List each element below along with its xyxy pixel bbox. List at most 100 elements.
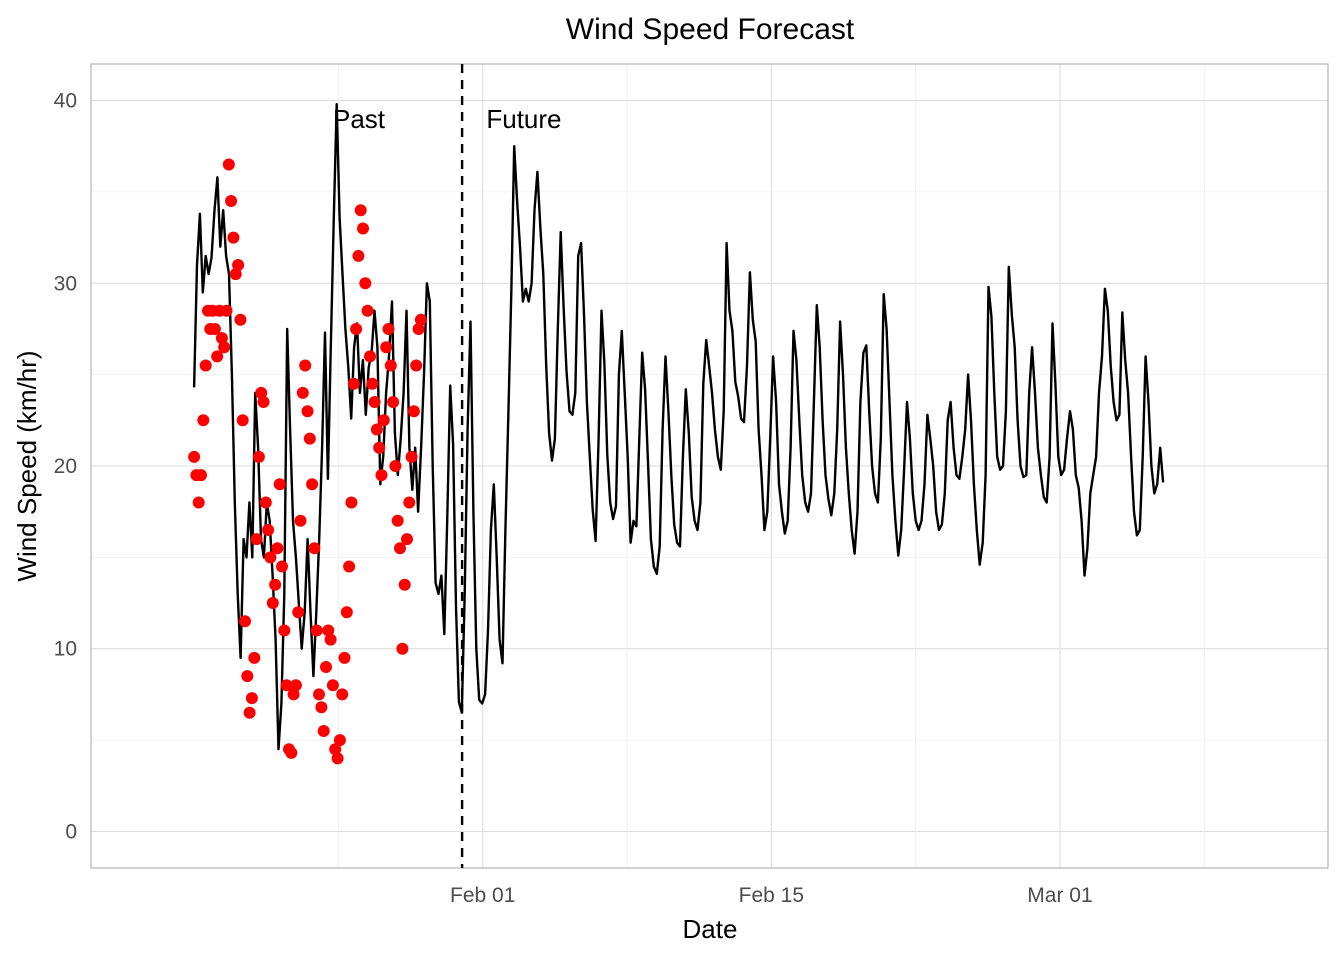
observed-point [414,313,427,326]
observed-point [262,524,275,536]
y-tick-label: 30 [54,272,77,295]
observed-point [380,341,393,354]
observed-point [303,432,316,445]
observed-point [391,514,404,527]
observed-point [276,560,288,573]
observed-point [350,323,363,335]
observed-point [195,469,207,482]
grid-lines [91,64,1328,868]
observed-point [401,533,413,546]
observed-point [352,249,365,262]
observed-point [359,277,372,290]
observed-point [345,496,358,509]
wind-speed-line [192,102,1165,751]
observed-point [215,332,228,345]
observed-point [225,195,238,207]
x-tick-label: Feb 15 [739,884,804,907]
observed-point [266,597,279,609]
observed-point [387,396,400,408]
observed-point [389,460,402,472]
observed-point [347,377,360,390]
observed-point [222,158,235,171]
observed-point [336,688,349,701]
observed-point [405,450,418,463]
observed-point [370,423,383,436]
observed-point [412,323,425,335]
observed-point [407,405,420,418]
observed-point [329,743,342,756]
observed-point [296,386,309,399]
observed-point [259,496,272,509]
axis-layer: 0 10 20 30 40 Feb 01 Feb 15 Mar 01 [54,90,1093,907]
observed-point [324,633,337,646]
y-tick-label: 40 [54,90,77,113]
observed-point [377,414,390,427]
observed-point [257,396,270,408]
observed-point [250,533,263,546]
observed-point [227,231,240,244]
observed-point [245,692,258,705]
observed-point [280,679,293,692]
observed-point [333,734,346,747]
observed-point [308,542,321,555]
observed-point [197,414,210,427]
future-label: Future [486,104,561,134]
observed-point [306,478,319,491]
observed-point [241,670,254,683]
observed-point [269,578,282,591]
observed-point [403,496,416,509]
observed-point [234,313,247,326]
y-tick-label: 0 [65,820,77,843]
y-axis-title: Wind Speed (km/hr) [12,350,42,581]
observed-point [287,688,300,701]
observed-point [398,578,411,591]
observed-point [382,323,395,335]
plot-layer: Past Future [188,64,1165,868]
past-label: Past [333,104,386,134]
observed-point [211,350,224,363]
observed-point [243,706,256,719]
observed-point [252,450,265,463]
y-tick-label: 20 [54,455,77,478]
observed-point [289,679,302,692]
observed-point [208,323,221,335]
observed-point [313,688,325,701]
observed-point [271,542,284,555]
observed-point [278,624,291,637]
observed-point [320,661,332,673]
panel-border [90,63,1329,869]
observed-point [375,469,388,482]
observed-point [384,359,397,372]
observed-point [396,642,409,655]
observed-point [338,651,351,664]
observed-point [218,341,231,354]
observed-point [357,222,369,235]
observed-point [394,542,406,555]
observed-point [292,606,305,619]
observed-point [285,746,298,759]
observed-point [255,386,268,399]
chart-title: Wind Speed Forecast [566,13,855,46]
observed-point [368,396,381,408]
observed-point [366,377,379,390]
observed-point [220,304,233,317]
observed-point [299,359,312,372]
observed-point [354,204,367,217]
observed-point [322,624,335,637]
observed-point [343,560,356,573]
observed-point [326,679,339,692]
observed-point [317,725,330,737]
observed-point [232,259,245,271]
observed-point [315,701,328,714]
observed-point [361,304,374,317]
observed-point [301,405,314,418]
observed-point [229,268,242,281]
observed-point [188,450,201,463]
observed-point [294,514,307,527]
x-tick-label: Mar 01 [1027,884,1092,907]
observed-point [236,414,249,427]
observed-point [248,651,261,664]
observed-point [273,478,286,491]
observed-point [373,441,386,454]
